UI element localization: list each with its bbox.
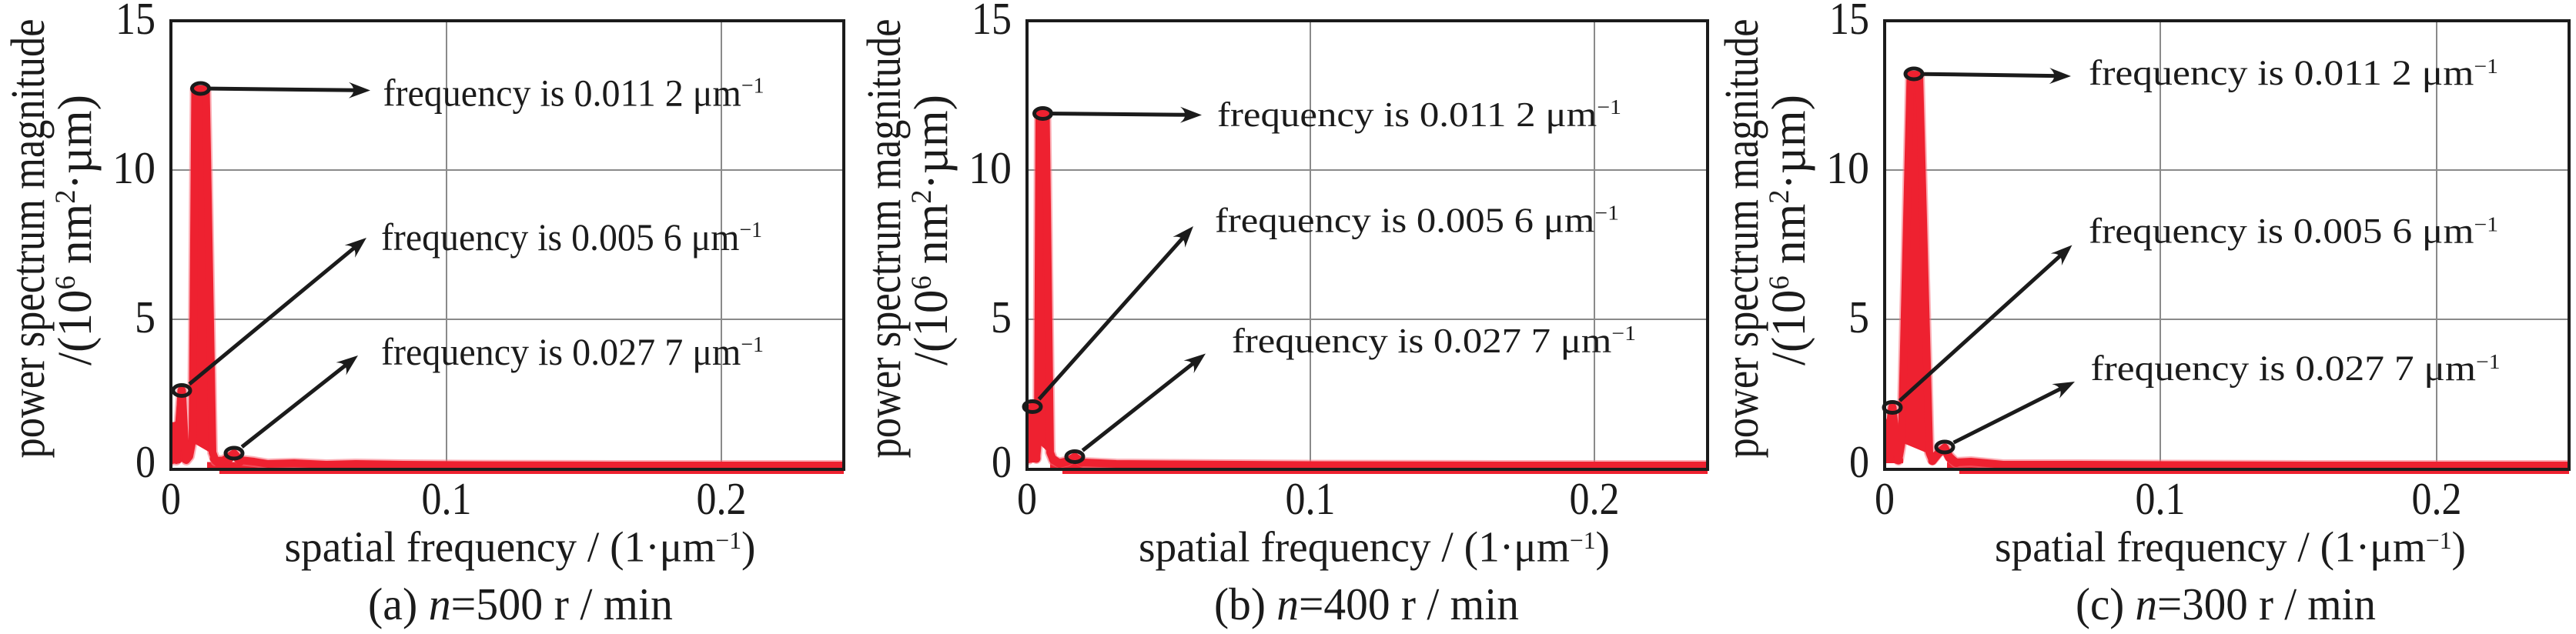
svg-text:0.1: 0.1 [2136,473,2186,524]
svg-text:frequency is 0.005 6 μm−1: frequency is 0.005 6 μm−1 [2089,212,2498,252]
svg-text:0.1: 0.1 [1286,473,1336,524]
svg-text:15: 15 [972,0,1012,44]
svg-text:frequency is 0.027 7 μm−1: frequency is 0.027 7 μm−1 [2091,349,2501,389]
svg-text:power spectrum magnitude: power spectrum magnitude [2,19,55,459]
svg-text:(c) n=300 r / min: (c) n=300 r / min [2076,579,2376,629]
svg-text:power spectrum magnitude: power spectrum magnitude [858,19,911,459]
svg-text:frequency is 0.005 6 μm−1: frequency is 0.005 6 μm−1 [381,215,762,259]
svg-text:0: 0 [992,436,1012,487]
svg-text:0.1: 0.1 [422,473,472,524]
svg-text:5: 5 [1848,292,1869,342]
svg-text:(a) n=500 r / min: (a) n=500 r / min [368,579,673,629]
svg-text:frequency is 0.011 2 μm−1: frequency is 0.011 2 μm−1 [2089,53,2498,93]
svg-text:frequency is 0.011 2 μm−1: frequency is 0.011 2 μm−1 [383,72,764,115]
svg-text:10: 10 [969,142,1012,193]
svg-text:10: 10 [1826,142,1869,193]
svg-text:0: 0 [161,473,181,524]
svg-text:10: 10 [112,142,156,193]
svg-text:spatial frequency / (1·μm−1): spatial frequency / (1·μm−1) [285,524,756,572]
svg-text:0.2: 0.2 [1570,473,1620,524]
svg-text:15: 15 [115,0,156,44]
svg-text:frequency is 0.027 7 μm−1: frequency is 0.027 7 μm−1 [381,330,764,373]
svg-text:/(106 nm2·µm): /(106 nm2·µm) [49,95,102,365]
svg-text:15: 15 [1829,0,1869,44]
svg-text:frequency is 0.027 7 μm−1: frequency is 0.027 7 μm−1 [1232,321,1636,360]
svg-text:0: 0 [1017,473,1037,524]
svg-text:5: 5 [135,292,156,342]
svg-text:(b) n=400 r / min: (b) n=400 r / min [1214,579,1519,629]
svg-text:0: 0 [1849,436,1869,487]
svg-text:/(106 nm2·µm): /(106 nm2·µm) [1763,95,1815,365]
svg-text:0.2: 0.2 [697,473,747,524]
svg-text:frequency is 0.005 6 μm−1: frequency is 0.005 6 μm−1 [1215,201,1619,240]
svg-text:power spectrum magnitude: power spectrum magnitude [1716,19,1768,459]
svg-text:5: 5 [991,292,1012,342]
svg-text:0: 0 [135,436,156,487]
svg-text:spatial frequency / (1·μm−1): spatial frequency / (1·μm−1) [1139,524,1610,572]
svg-text:0: 0 [1875,473,1895,524]
svg-text:/(106 nm2·µm): /(106 nm2·µm) [905,95,958,365]
svg-text:frequency is 0.011 2 μm−1: frequency is 0.011 2 μm−1 [1217,95,1621,134]
svg-text:0.2: 0.2 [2412,473,2462,524]
svg-text:spatial frequency / (1·μm−1): spatial frequency / (1·μm−1) [1995,524,2466,572]
